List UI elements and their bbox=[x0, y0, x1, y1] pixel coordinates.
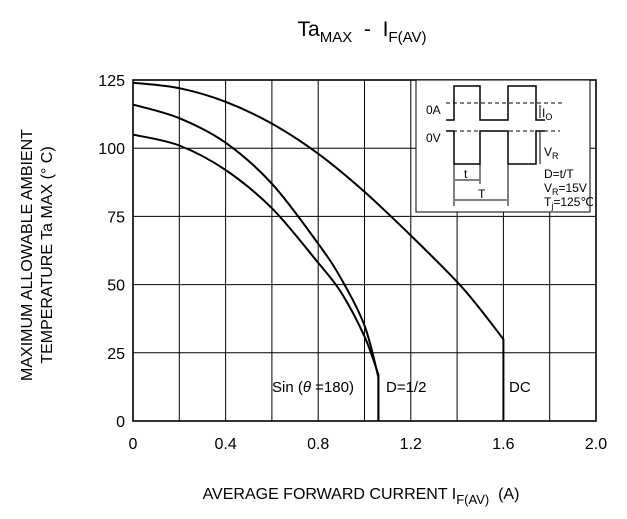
x-tick-label: 2.0 bbox=[585, 436, 607, 453]
inset-io: IO bbox=[542, 106, 552, 122]
y-tick-labels: 0 25 50 75 100 125 bbox=[98, 73, 125, 431]
x-tick-label: 0 bbox=[129, 436, 138, 453]
y-tick-label: 75 bbox=[107, 209, 125, 226]
inset-t: t bbox=[464, 167, 468, 181]
curve-sin-180 bbox=[132, 133, 380, 421]
x-tick-labels: 0 0.4 0.8 1.2 1.6 2.0 bbox=[129, 436, 608, 453]
inset-ov: 0V bbox=[426, 131, 441, 145]
curve-dc bbox=[132, 81, 505, 421]
inset-T: T bbox=[478, 187, 486, 201]
y-tick-label: 25 bbox=[107, 346, 125, 363]
x-axis-label: AVERAGE FORWARD CURRENT IF(AV) (A) bbox=[203, 486, 520, 507]
inset-vr-value: VR=15V bbox=[544, 181, 587, 197]
inset-vr: VR bbox=[544, 145, 559, 161]
y-tick-label: 100 bbox=[98, 141, 125, 158]
y-axis-label-line1: MAXIMUM ALLOWABLE AMBIENT bbox=[19, 129, 36, 381]
curves bbox=[132, 81, 505, 421]
series-label-d12: D=1/2 bbox=[386, 379, 426, 396]
y-tick-label: 50 bbox=[107, 278, 125, 295]
x-tick-label: 0.8 bbox=[307, 436, 329, 453]
inset-oa: 0A bbox=[426, 103, 441, 117]
curve-d-half bbox=[132, 103, 380, 421]
series-label-dc: DC bbox=[509, 379, 531, 396]
x-tick-label: 1.6 bbox=[492, 436, 514, 453]
series-label-sin: Sin (θ =180) bbox=[272, 379, 354, 396]
y-tick-label: 0 bbox=[116, 414, 125, 431]
chart-title: TaMAX - IF(AV) bbox=[298, 18, 427, 46]
inset-duty: D=t/T bbox=[544, 167, 574, 181]
x-tick-label: 0.4 bbox=[214, 436, 236, 453]
y-axis-label-line2: TEMPERATURE Ta MAX (° C) bbox=[39, 146, 56, 363]
plot-frame bbox=[132, 79, 597, 422]
inset-tj-value: Tj=125℃ bbox=[544, 195, 594, 211]
x-tick-label: 1.2 bbox=[400, 436, 422, 453]
y-tick-label: 125 bbox=[98, 73, 125, 90]
waveform-inset: 0A IO 0V VR t T D=t/T VR=15V Tj=125℃ bbox=[415, 79, 594, 213]
y-axis-label: MAXIMUM ALLOWABLE AMBIENT TEMPERATURE Ta… bbox=[19, 129, 56, 381]
